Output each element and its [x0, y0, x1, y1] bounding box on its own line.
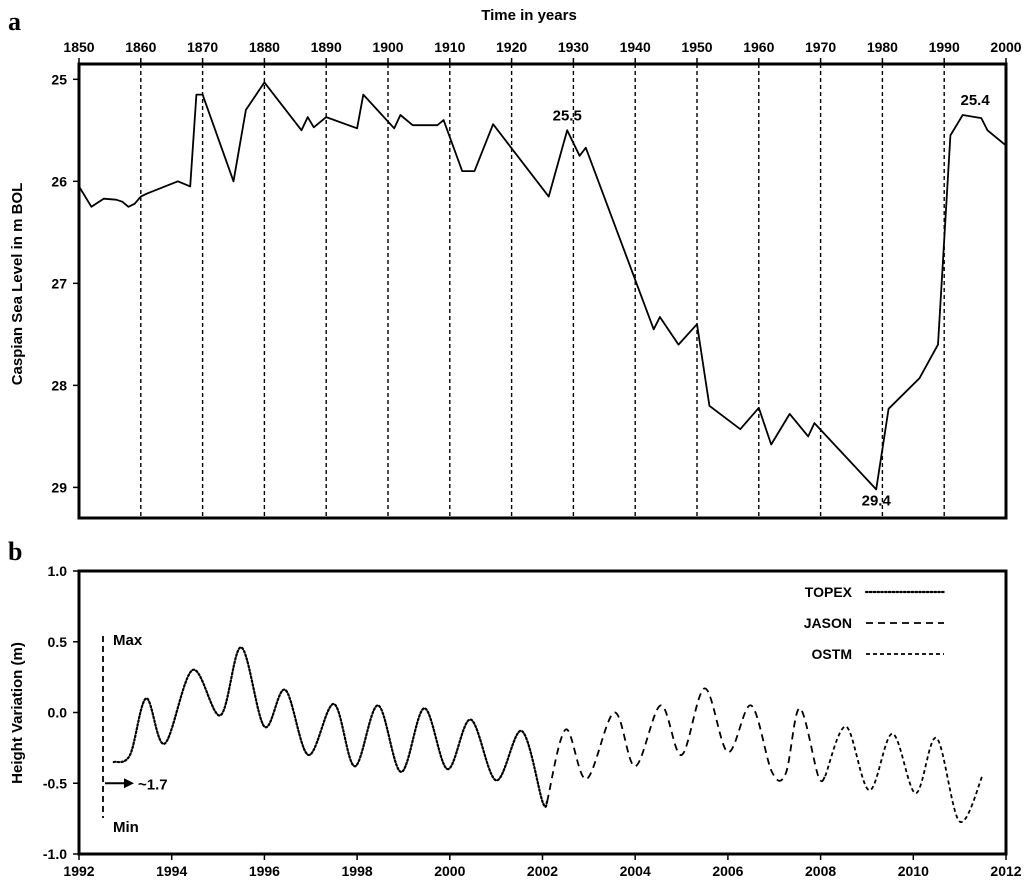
x-tick-label: 1910 [434, 39, 465, 55]
data-annotation: 25.4 [960, 92, 990, 109]
x-tick-label: 2004 [620, 863, 651, 879]
x-tick-label: 2000 [434, 863, 465, 879]
y-tick-label: 0.0 [48, 705, 68, 721]
arrow-icon [124, 778, 134, 789]
x-tick-label: 1920 [496, 39, 527, 55]
x-tick-label: 1900 [372, 39, 403, 55]
x-tick-label: 1980 [867, 39, 898, 55]
y-tick-label: 1.0 [48, 563, 68, 579]
panel-a: a Time in years Caspian Sea Level in m B… [8, 7, 1022, 520]
x-tick-label: 2002 [527, 863, 558, 879]
y-tick-label: -0.5 [43, 775, 67, 791]
panel-a-y-ticks: 25 26 27 28 29 [51, 71, 79, 495]
data-annotation: 25.5 [553, 107, 582, 124]
x-tick-label: 1950 [681, 39, 712, 55]
legend: TOPEX JASON OSTM [804, 584, 946, 662]
panel-b-ylabel: Height Variation (m) [9, 642, 26, 784]
x-tick-label: 2010 [898, 863, 929, 879]
x-tick-label: 1998 [342, 863, 373, 879]
y-tick-label: 25 [51, 71, 67, 87]
y-tick-label: 29 [51, 479, 67, 495]
x-tick-label: 1860 [125, 39, 156, 55]
panel-b-series [112, 646, 984, 823]
range-max-label: Max [113, 632, 143, 649]
x-tick-label: 2008 [805, 863, 836, 879]
y-tick-label: 26 [51, 173, 67, 189]
panel-a-ylabel: Caspian Sea Level in m BOL [9, 183, 26, 386]
panel-b: b Height Variation (m) 1992 1994 1996 1998 2… [8, 537, 1022, 879]
x-tick-label: 1870 [187, 39, 218, 55]
sea-level-series-line [78, 81, 1007, 491]
range-bar: Max Min ~1.7 [102, 632, 168, 836]
x-tick-label: 1960 [743, 39, 774, 55]
panel-a-grid [140, 64, 945, 518]
data-annotation: 29.4 [862, 492, 892, 509]
y-tick-label: 0.5 [48, 634, 68, 650]
x-tick-label: 1930 [558, 39, 589, 55]
x-tick-label: 1890 [311, 39, 342, 55]
x-tick-label: 1940 [620, 39, 651, 55]
legend-label-topex: TOPEX [805, 584, 853, 600]
panel-a-frame [77, 62, 1008, 520]
legend-label-ostm: OSTM [812, 646, 852, 662]
x-tick-label: 1992 [63, 863, 94, 879]
topex-series-line [112, 646, 549, 808]
ostm-series-line [824, 725, 984, 823]
panel-b-frame [77, 569, 1008, 856]
panel-a-xlabel: Time in years [481, 7, 577, 24]
x-tick-label: 2006 [712, 863, 743, 879]
x-tick-label: 1996 [249, 863, 280, 879]
panel-b-letter: b [8, 537, 22, 566]
y-tick-label: 27 [51, 275, 67, 291]
panel-a-x-ticks: 1850 1860 1870 1880 1890 1900 1910 1920 1930 1940… [63, 39, 1022, 64]
y-tick-label: -1.0 [43, 846, 67, 862]
legend-label-jason: JASON [804, 615, 852, 631]
jason-series-line [546, 687, 827, 802]
x-tick-label: 1970 [805, 39, 836, 55]
x-tick-label: 2000 [990, 39, 1021, 55]
x-tick-label: 2012 [990, 863, 1021, 879]
x-tick-label: 1990 [929, 39, 960, 55]
range-min-label: Min [113, 819, 139, 836]
panel-b-y-ticks: -1.0 -0.5 0.0 0.5 1.0 [43, 563, 79, 862]
y-tick-label: 28 [51, 377, 67, 393]
panel-a-annotations: 25.5 29.4 25.4 [553, 92, 991, 509]
panel-b-x-ticks: 1992 1994 1996 1998 2000 2002 2004 2006 2008 2010… [63, 854, 1022, 879]
x-tick-label: 1994 [156, 863, 187, 879]
x-tick-label: 1880 [249, 39, 280, 55]
panel-a-letter: a [8, 7, 21, 36]
x-tick-label: 1850 [63, 39, 94, 55]
range-arrow-label: ~1.7 [138, 776, 168, 793]
